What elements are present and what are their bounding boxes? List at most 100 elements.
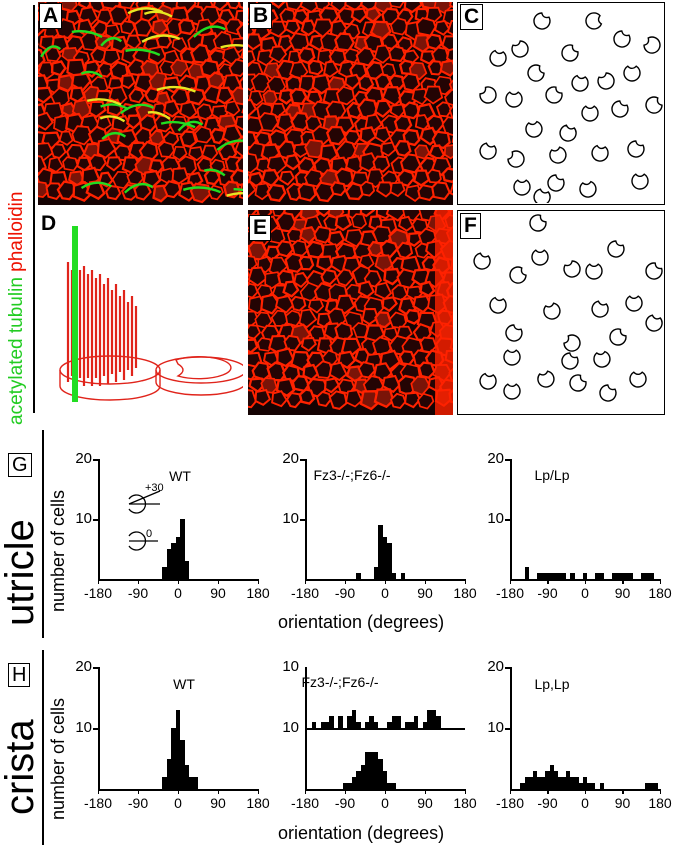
histogram-bar <box>541 776 546 789</box>
x-tick-label: -90 <box>537 795 558 811</box>
cell-outline <box>216 86 235 105</box>
panel-e-micrograph <box>248 210 453 415</box>
histogram-bar <box>549 764 554 789</box>
kinocilium-fiber <box>80 181 112 190</box>
y-tick-mark <box>93 519 98 521</box>
cell-outline <box>316 210 333 218</box>
x-tick-mark <box>177 579 179 584</box>
cell-outline <box>38 111 54 131</box>
histogram-bar <box>562 573 567 579</box>
histogram-bar <box>578 782 583 789</box>
histogram-bar <box>549 573 554 579</box>
histogram-bar <box>356 770 361 789</box>
histogram-bar <box>413 715 419 728</box>
cell-outline <box>284 252 305 273</box>
histogram-bar <box>193 776 198 789</box>
cell-outline <box>237 2 243 10</box>
histogram-bar <box>557 573 563 579</box>
cell-outline <box>209 127 228 145</box>
cell-outline <box>276 347 295 368</box>
cell-orientation-glyph <box>629 371 647 388</box>
cell-orientation-glyph <box>591 144 609 162</box>
cell-orientation-glyph <box>643 36 661 54</box>
cell-orientation-glyph <box>569 374 587 392</box>
cell-orientation-glyph <box>645 262 663 280</box>
cell-orientation-glyph <box>561 44 579 62</box>
panel-d-letter: D <box>41 212 57 235</box>
histogram-bar <box>166 549 172 579</box>
cell-outline <box>443 88 453 107</box>
histogram-bar <box>431 709 437 728</box>
cell-orientation-glyph <box>479 372 497 390</box>
cell-outline <box>441 167 453 184</box>
cell-outline <box>108 86 128 105</box>
cell-outline <box>334 167 355 188</box>
x-tick-label: -90 <box>537 585 558 601</box>
x-tick-label: 90 <box>614 795 631 811</box>
cell-outline <box>266 183 287 202</box>
cell-outline <box>105 23 121 39</box>
cell-outline <box>297 46 316 65</box>
kinocilium-fiber <box>141 34 181 43</box>
cell-outline <box>448 104 453 119</box>
cell-outline <box>441 116 453 136</box>
cell-orientation-glyph <box>537 370 555 388</box>
cell-outline <box>431 130 451 150</box>
kinocilium-fiber <box>119 103 155 115</box>
kinocilium-fiber <box>101 131 127 140</box>
cell-outline <box>97 61 114 78</box>
cell-outline <box>38 181 50 199</box>
histogram-bar <box>373 721 379 728</box>
cell-outline <box>276 113 296 133</box>
histogram-bar <box>524 567 529 579</box>
histogram-bar <box>528 776 533 789</box>
x-tick-mark <box>304 579 306 584</box>
cell-outline <box>212 2 229 12</box>
cell-orientation-glyph <box>505 91 523 108</box>
kinocilium-fiber <box>40 45 62 58</box>
cell-outline <box>403 391 422 409</box>
cell-outline <box>388 74 406 90</box>
histogram-bar <box>436 715 441 728</box>
histogram-bar <box>553 573 558 579</box>
kinocilium-fiber <box>143 10 173 18</box>
cell-outline <box>328 390 348 410</box>
panel-d-diagram <box>38 210 247 415</box>
cell-outline <box>88 153 107 172</box>
cell-outline <box>374 311 393 329</box>
histogram-bar <box>365 721 370 728</box>
x-tick-mark <box>257 579 259 584</box>
cell-outline <box>96 137 117 160</box>
kinocilium-fiber <box>233 187 243 192</box>
angle-inset <box>128 490 161 551</box>
cell-orientation-glyph <box>531 249 549 266</box>
cell-orientation-glyph <box>581 105 599 122</box>
kinocilium-fiber <box>220 43 243 49</box>
cell-outline <box>248 377 266 394</box>
x-tick-mark <box>547 579 549 584</box>
cell-outline <box>235 22 243 40</box>
cell-outline <box>359 210 376 218</box>
cell-orientation-glyph <box>623 65 641 82</box>
kinocilium-fiber <box>86 98 122 106</box>
cell-outline <box>345 389 363 408</box>
h-xlabel: orientation (degrees) <box>278 823 445 843</box>
cell-outline <box>234 9 243 25</box>
cell-outline <box>427 60 444 76</box>
cell-outline <box>50 60 67 77</box>
cell-outline <box>70 72 92 92</box>
cell-outline <box>334 213 353 232</box>
kinocilium-fiber <box>80 70 103 78</box>
panel-c-letter: C <box>460 4 484 30</box>
cell-orientation-glyph <box>563 260 581 278</box>
histogram-bar <box>562 776 567 789</box>
histogram-bar <box>378 525 383 579</box>
y-tick-label: 20 <box>487 658 504 675</box>
histogram-title: Lp,Lp <box>534 676 570 692</box>
y-tick-label: 10 <box>282 719 299 736</box>
histogram-bar <box>620 573 625 579</box>
cell-outline <box>57 73 77 93</box>
x-tick-label: 180 <box>648 795 672 811</box>
cell-outline <box>201 144 219 162</box>
histogram-bar <box>645 573 650 579</box>
